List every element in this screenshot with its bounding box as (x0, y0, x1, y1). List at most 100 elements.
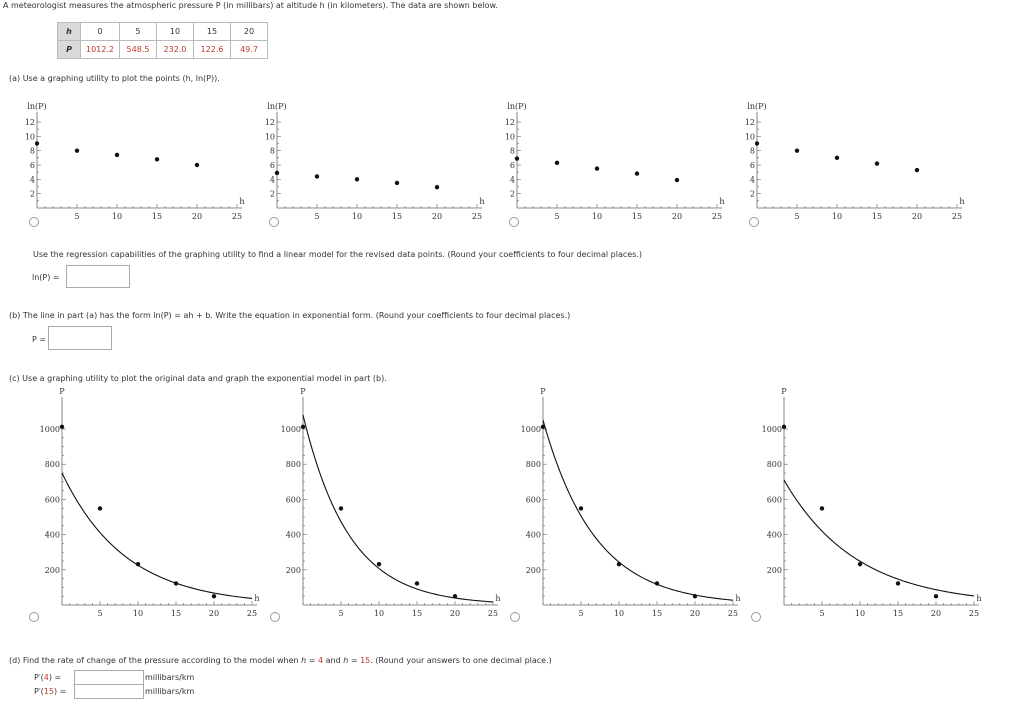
y-tick-label: 400 (286, 531, 301, 540)
y-tick-label: 4 (750, 175, 755, 184)
label-prefix: P′( (34, 687, 44, 696)
radio-option-c-3[interactable] (510, 612, 520, 622)
data-point (794, 148, 800, 153)
ln-p-answer-input[interactable] (66, 265, 130, 288)
data-point (554, 160, 560, 166)
data-point (616, 561, 622, 567)
table-cell: 0 (80, 22, 120, 41)
x-tick-label: 25 (247, 609, 257, 618)
table-cell: 20 (230, 22, 268, 41)
x-tick-label: 20 (209, 609, 219, 618)
y-tick-label: 8 (510, 147, 515, 156)
x-tick-label: 5 (554, 212, 559, 221)
y-tick-label: 800 (45, 460, 60, 469)
y-tick-label: 12 (505, 118, 515, 127)
x-tick-label: 10 (133, 609, 143, 618)
label-suffix: ) = (48, 673, 62, 682)
x-tick-label: 15 (893, 609, 903, 618)
derivative-label-2: P′(15) = (34, 687, 66, 696)
x-axis-label: h (976, 594, 981, 603)
x-tick-label: 25 (472, 212, 482, 221)
x-tick-label: 20 (912, 212, 922, 221)
radio-option-c-4[interactable] (751, 612, 761, 622)
label-h-value: 15 (43, 687, 54, 696)
y-tick-label: 10 (745, 132, 755, 141)
radio-option-a-2[interactable] (269, 217, 279, 227)
x-tick-label: 20 (192, 212, 202, 221)
table-cell: 1012.2 (80, 40, 120, 59)
y-axis-label: ln(P) (507, 102, 526, 111)
table-cell: 122.6 (193, 40, 231, 59)
radio-option-c-2[interactable] (270, 612, 280, 622)
x-tick-label: 15 (632, 212, 642, 221)
x-tick-label: 10 (592, 212, 602, 221)
data-point (578, 506, 584, 511)
x-tick-label: 20 (450, 609, 460, 618)
data-point (857, 561, 863, 567)
x-tick-label: 20 (931, 609, 941, 618)
data-point (173, 581, 179, 586)
x-tick-label: 5 (74, 212, 79, 221)
x-tick-label: 5 (794, 212, 799, 221)
y-axis-label: P (300, 387, 306, 396)
ln-p-label: ln(P) = (32, 273, 60, 282)
y-tick-label: 200 (767, 566, 782, 575)
x-tick-label: 5 (97, 609, 102, 618)
x-tick-label: 25 (488, 609, 498, 618)
y-tick-label: 10 (25, 132, 35, 141)
x-tick-label: 20 (432, 212, 442, 221)
x-tick-label: 5 (314, 212, 319, 221)
part-d-prompt: (d) Find the rate of change of the press… (9, 656, 552, 665)
y-tick-label: 800 (767, 460, 782, 469)
y-tick-label: 8 (270, 147, 275, 156)
y-tick-label: 4 (270, 175, 275, 184)
p-prime-15-input[interactable] (74, 684, 144, 699)
x-tick-label: 5 (819, 609, 824, 618)
radio-option-a-3[interactable] (509, 217, 519, 227)
y-tick-label: 6 (510, 161, 515, 170)
x-tick-label: 15 (171, 609, 181, 618)
data-point (274, 170, 280, 176)
p-prime-4-input[interactable] (74, 670, 144, 685)
data-point (97, 506, 103, 511)
table-row-p: P 1012.2 548.5 232.0 122.6 49.7 (57, 40, 268, 59)
y-tick-label: 4 (510, 175, 515, 184)
part-d-prompt-pre: (d) Find the rate of change of the press… (9, 656, 302, 665)
data-point (692, 594, 698, 599)
radio-option-a-1[interactable] (29, 217, 39, 227)
data-point (874, 161, 880, 166)
x-tick-label: 5 (578, 609, 583, 618)
y-tick-label: 6 (30, 161, 35, 170)
y-tick-label: 600 (767, 495, 782, 504)
y-tick-label: 600 (286, 495, 301, 504)
x-axis-label: h (735, 594, 740, 603)
model-curve (783, 479, 975, 597)
radio-option-c-1[interactable] (29, 612, 39, 622)
table-cell: 232.0 (156, 40, 194, 59)
data-point (135, 561, 141, 567)
y-tick-label: 10 (505, 132, 515, 141)
y-tick-label: 8 (750, 147, 755, 156)
part-c-prompt: (c) Use a graphing utility to plot the o… (9, 374, 387, 383)
y-tick-label: 200 (286, 566, 301, 575)
y-tick-label: 1000 (40, 425, 60, 434)
y-tick-label: 200 (526, 566, 541, 575)
y-tick-label: 2 (30, 190, 35, 199)
x-tick-label: 20 (690, 609, 700, 618)
model-curve (61, 472, 253, 599)
y-tick-label: 1000 (281, 425, 301, 434)
y-tick-label: 600 (45, 495, 60, 504)
radio-option-a-4[interactable] (749, 217, 759, 227)
x-tick-label: 20 (672, 212, 682, 221)
data-point (674, 177, 680, 183)
model-curve (302, 414, 494, 603)
data-point (654, 581, 660, 586)
p-answer-input[interactable] (48, 326, 112, 350)
y-tick-label: 1000 (762, 425, 782, 434)
part-d-and: and (323, 656, 344, 665)
